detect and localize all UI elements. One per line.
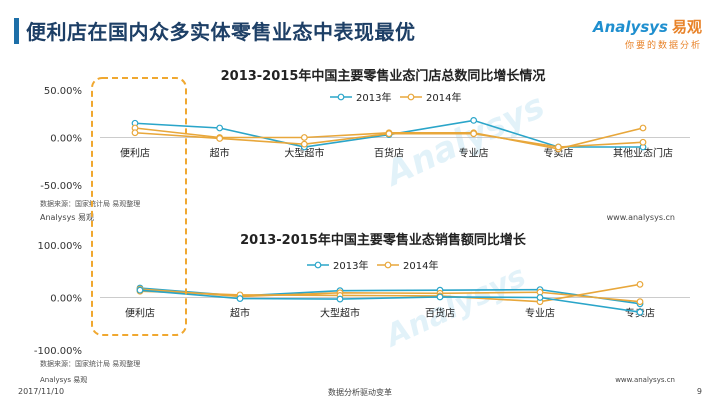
data-point [300, 140, 308, 148]
data-point [470, 130, 478, 138]
x-category-label: 专卖店 [543, 147, 573, 160]
series-line [139, 288, 641, 303]
x-category-label: 便利店 [120, 147, 150, 160]
series-line [139, 283, 641, 303]
footer-date: 2017/11/10 [18, 387, 65, 396]
data-point [131, 129, 139, 137]
data-point [300, 134, 308, 141]
chart2-title: 2013-2015年中国主要零售业态销售额同比增长 [240, 232, 527, 248]
y-tick-label: 100.00% [38, 241, 83, 252]
x-category-label: 便利店 [125, 307, 155, 320]
legend-label: 2013年 [333, 259, 368, 272]
data-point [336, 295, 344, 303]
title-accent-bar [14, 18, 19, 44]
data-point [639, 124, 647, 132]
logo-cn-text: 易观 [671, 18, 702, 36]
legend-marker [384, 261, 392, 269]
logo-slogan: 你要的数据分析 [624, 41, 702, 51]
data-point [216, 124, 224, 132]
x-category-label: 百货店 [425, 307, 455, 320]
data-point [554, 143, 562, 151]
y-tick-label: -100.00% [34, 346, 82, 357]
data-point [385, 130, 393, 138]
chart2-brand: Analysys 易观 [40, 376, 87, 384]
chart1-title: 2013-2015年中国主要零售业态门店总数同比增长情况 [221, 68, 546, 84]
y-tick-label: 50.00% [44, 86, 82, 97]
watermark-logo: Analysys [379, 259, 531, 355]
y-tick-label: -50.00% [40, 181, 82, 192]
y-tick-label: 0.00% [50, 294, 82, 305]
legend-marker [337, 93, 345, 101]
logo-text: Analysys [593, 18, 668, 36]
highlight-box [91, 77, 187, 336]
series-line [139, 289, 641, 313]
legend-label: 2013年 [356, 91, 391, 104]
chart2-site: www.analysys.cn [615, 376, 675, 384]
data-point [636, 280, 644, 288]
chart1-brand: Analysys 易观 [40, 213, 94, 222]
data-point [216, 135, 224, 142]
data-point [236, 295, 244, 302]
chart2-source: 数据来源：国家统计局 易观整理 [40, 359, 140, 368]
x-category-label: 大型超市 [284, 147, 324, 160]
x-category-label: 其他业态门店 [613, 147, 673, 160]
legend-marker [407, 93, 415, 101]
footer-slogan: 数据分析驱动变革 [328, 388, 392, 397]
page-number: 9 [696, 387, 702, 396]
chart1-site: www.analysys.cn [607, 213, 675, 222]
legend-marker [314, 261, 322, 269]
data-point [436, 293, 444, 301]
x-category-label: 专业店 [525, 307, 555, 320]
legend-label: 2014年 [426, 91, 461, 104]
data-point [136, 286, 144, 294]
legend-label: 2014年 [403, 259, 438, 272]
x-category-label: 超市 [210, 147, 230, 160]
data-point [639, 138, 647, 146]
slide-title: 便利店在国内众多实体零售业态中表现最优 [26, 20, 416, 44]
data-point [636, 308, 644, 316]
x-category-label: 专业店 [459, 147, 489, 160]
chart1-source: 数据来源：国家统计局 易观整理 [40, 199, 140, 208]
data-point [536, 294, 544, 301]
watermark-logo: Analysys [377, 86, 551, 195]
x-category-label: 大型超市 [320, 307, 360, 320]
data-point [636, 298, 644, 306]
y-tick-label: 0.00% [50, 134, 82, 145]
data-point [470, 116, 478, 124]
analysys-logo: Analysys 易观 你要的数据分析 [593, 16, 702, 51]
x-category-label: 百货店 [374, 147, 404, 160]
x-category-label: 超市 [230, 307, 250, 320]
